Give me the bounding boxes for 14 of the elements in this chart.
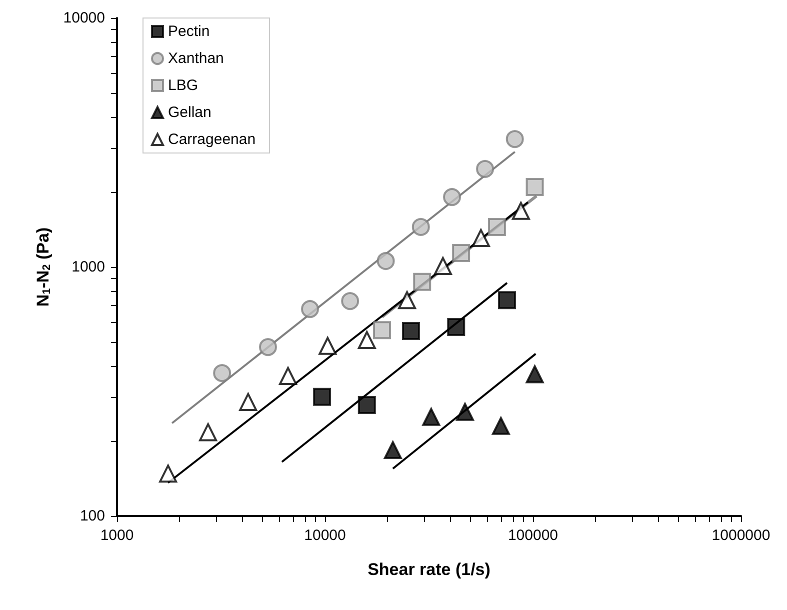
x-axis-title: Shear rate (1/s) (368, 560, 490, 579)
x-tick-label: 100000 (508, 527, 558, 544)
x-tick-label: 1000 (100, 527, 134, 544)
y-axis-title: N1-N2 (Pa) (33, 227, 53, 307)
x-tick-label: 10000 (304, 527, 346, 544)
y-tick-label: 10000 (63, 10, 105, 26)
legend-label: LBG (168, 77, 198, 94)
legend-label: Pectin (168, 23, 210, 40)
legend-label: Gellan (168, 104, 212, 121)
legend-label: Xanthan (168, 50, 224, 67)
y-tick-label: 100 (80, 508, 105, 524)
y-tick-label: 1000 (72, 258, 105, 276)
x-tick-label: 1000000 (712, 527, 770, 544)
legend-label: Carrageenan (168, 131, 256, 148)
